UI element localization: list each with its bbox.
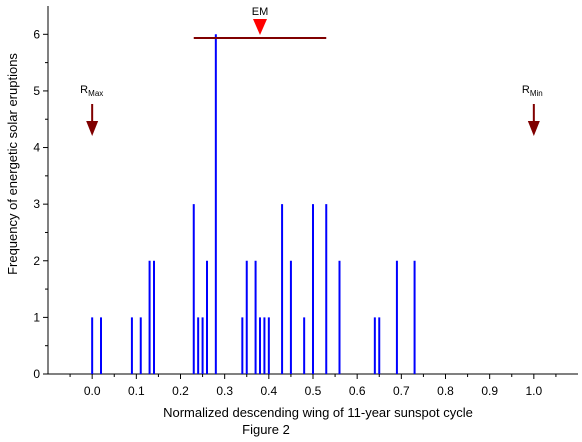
x-tick-label-8: 0.8 [437,384,454,398]
annotations: EMR Max R Min [80,6,543,136]
x-tick-label-1: 0.1 [128,384,145,398]
y-tick-label-0: 0 [33,367,40,381]
em-label: EM [252,6,269,18]
y-tick-label-5: 5 [33,84,40,98]
y-tick-label-6: 6 [33,27,40,41]
y-tick-label-2: 2 [33,254,40,268]
em-marker-icon [253,19,267,35]
rmax-label-sub: Max [88,89,103,98]
rmin-label-sub: Min [530,89,543,98]
x-tick-label-9: 0.9 [481,384,498,398]
x-axis-ticks: 0.0 0.1 0.2 0.3 0.4 0.5 0.6 0.7 0.8 0.9 1.0 [69,374,557,398]
x-tick-label-7: 0.7 [393,384,410,398]
rmin-arrow-icon [527,121,540,136]
y-tick-label-4: 4 [33,141,40,155]
rmin-label: R [522,84,530,96]
x-tick-label-0: 0.0 [84,384,101,398]
figure-caption: Figure 2 [242,422,290,437]
x-tick-label-6: 0.6 [349,384,366,398]
x-axis-label: Normalized descending wing of 11-year su… [163,405,473,420]
x-tick-label-5: 0.5 [305,384,322,398]
x-tick-label-3: 0.3 [216,384,233,398]
x-tick-label-10: 1.0 [525,384,542,398]
y-tick-label-1: 1 [33,310,40,324]
y-axis-label: Frequency of energetic solar eruptions [5,53,20,275]
y-axis-ticks: 0 1 2 3 4 5 6 [33,27,48,381]
x-tick-label-4: 0.4 [260,384,277,398]
rmax-label: R [80,84,88,96]
x-tick-label-2: 0.2 [172,384,189,398]
y-tick-label-3: 3 [33,197,40,211]
rmax-arrow-icon [86,121,99,136]
bar-series [91,34,416,374]
